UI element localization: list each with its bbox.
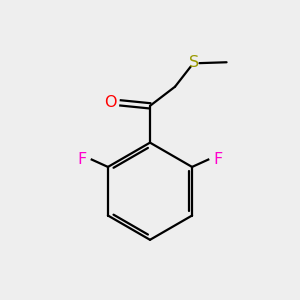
Text: F: F bbox=[77, 152, 87, 167]
Text: O: O bbox=[104, 95, 117, 110]
Text: F: F bbox=[213, 152, 223, 167]
Text: S: S bbox=[189, 55, 199, 70]
